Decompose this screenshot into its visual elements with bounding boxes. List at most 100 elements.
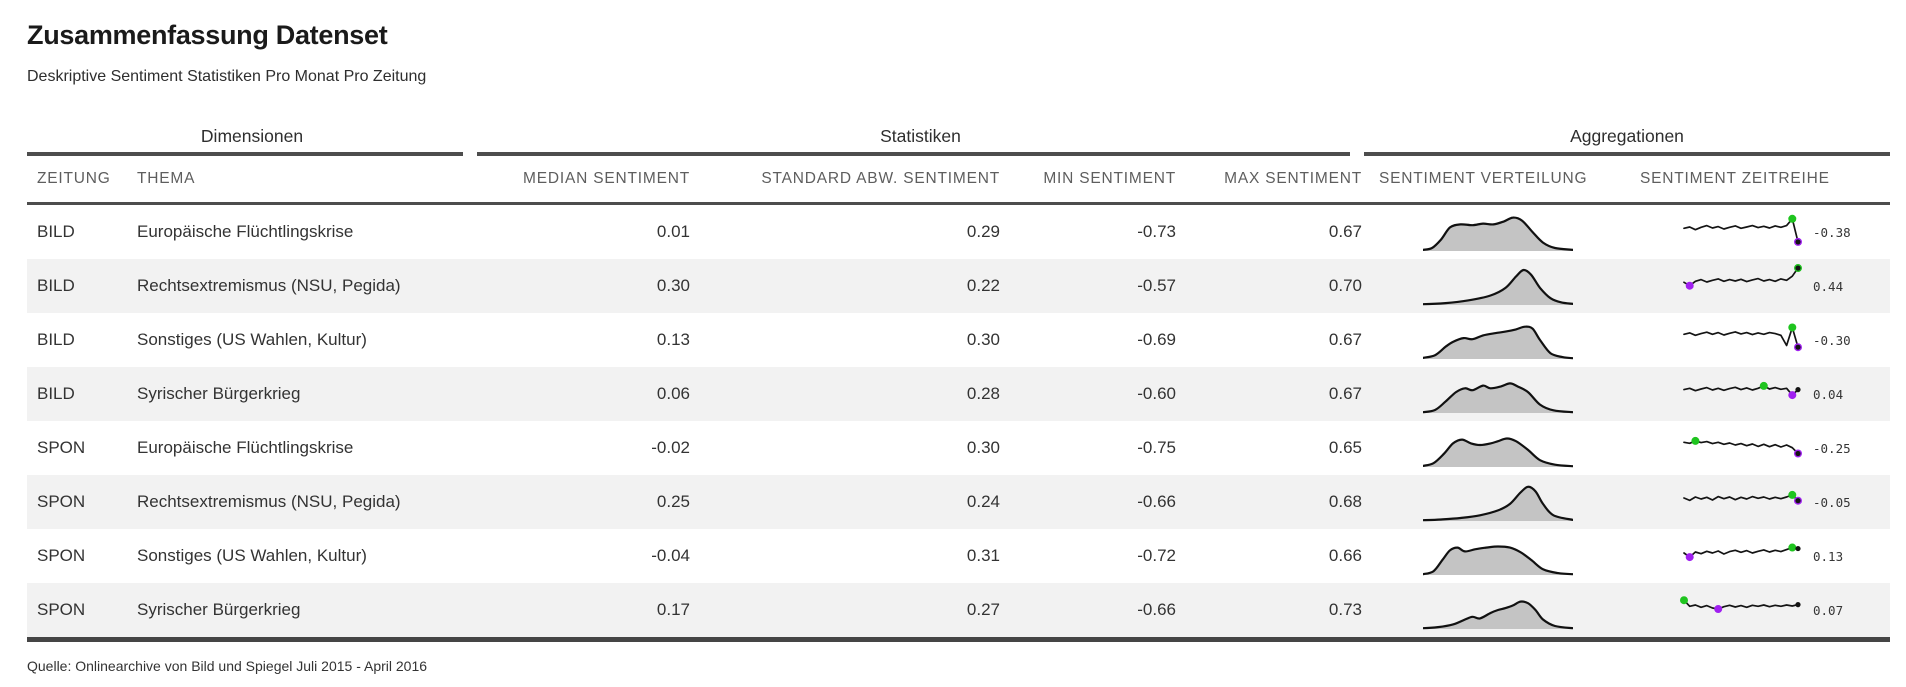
sparkline-last-value-label: 0.44 bbox=[1813, 278, 1844, 294]
cell-zeitung: BILD bbox=[37, 222, 75, 241]
cell-min-sentiment: -0.75 bbox=[1137, 438, 1176, 457]
spanner-aggregationen-label: Aggregationen bbox=[1570, 125, 1684, 146]
cell-max-sentiment: 0.66 bbox=[1328, 546, 1362, 565]
source-note: Quelle: Onlinearchive von Bild und Spieg… bbox=[27, 658, 428, 674]
sparkline-plot: -0.05 bbox=[1632, 478, 1890, 527]
table-body: BILD Europäische Flüchtlingskrise 0.01 0… bbox=[27, 205, 1890, 642]
sparkline-last-value-label: 0.13 bbox=[1813, 548, 1844, 564]
cell-standard-abw-sentiment: 0.28 bbox=[966, 384, 1000, 403]
cell-median-sentiment: -0.04 bbox=[651, 546, 690, 565]
sparkline-last-value-label: -0.30 bbox=[1813, 332, 1851, 348]
spanner-statistiken: Statistiken bbox=[477, 116, 1364, 156]
cell-max-sentiment: 0.67 bbox=[1328, 330, 1362, 349]
cell-min-sentiment: -0.66 bbox=[1137, 492, 1176, 511]
sparkline-last-value-label: -0.25 bbox=[1813, 440, 1851, 456]
sparkline-plot: 0.13 bbox=[1632, 532, 1890, 581]
cell-max-sentiment: 0.68 bbox=[1328, 492, 1362, 511]
cell-thema: Rechtsextremismus (NSU, Pegida) bbox=[137, 276, 401, 295]
density-plot bbox=[1364, 264, 1632, 308]
cell-min-sentiment: -0.73 bbox=[1137, 222, 1176, 241]
column-header-row: ZEITUNG THEMA MEDIAN SENTIMENT STANDARD … bbox=[27, 156, 1890, 205]
cell-median-sentiment: 0.06 bbox=[656, 384, 690, 403]
sparkline-plot: 0.04 bbox=[1632, 370, 1890, 419]
table-row: BILD Rechtsextremismus (NSU, Pegida) 0.3… bbox=[27, 259, 1890, 313]
sparkline-plot: -0.38 bbox=[1632, 208, 1890, 257]
cell-median-sentiment: 0.01 bbox=[656, 222, 690, 241]
table-row: SPON Rechtsextremismus (NSU, Pegida) 0.2… bbox=[27, 475, 1890, 529]
cell-thema: Europäische Flüchtlingskrise bbox=[137, 438, 354, 457]
spanner-dimensionen: Dimensionen bbox=[27, 116, 477, 156]
cell-thema: Syrischer Bürgerkrieg bbox=[137, 384, 301, 403]
cell-thema: Rechtsextremismus (NSU, Pegida) bbox=[137, 492, 401, 511]
cell-zeitung: SPON bbox=[37, 492, 86, 511]
cell-min-sentiment: -0.66 bbox=[1137, 600, 1176, 619]
sparkline-svg bbox=[1680, 316, 1810, 365]
cell-min-sentiment: -0.72 bbox=[1137, 546, 1176, 565]
column-header-max-sentiment: MAX SENTIMENT bbox=[1224, 170, 1362, 187]
column-header-sentiment-verteilung: SENTIMENT VERTEILUNG bbox=[1379, 170, 1588, 187]
cell-zeitung: BILD bbox=[37, 384, 75, 403]
cell-thema: Sonstiges (US Wahlen, Kultur) bbox=[137, 546, 367, 565]
column-spanner-row: Dimensionen Statistiken Aggregationen bbox=[27, 116, 1890, 156]
spanner-aggregationen: Aggregationen bbox=[1364, 116, 1890, 156]
sparkline-svg bbox=[1680, 532, 1810, 581]
sparkline-plot: -0.30 bbox=[1632, 316, 1890, 365]
cell-zeitung: SPON bbox=[37, 600, 86, 619]
cell-standard-abw-sentiment: 0.22 bbox=[966, 276, 1000, 295]
density-plot bbox=[1364, 372, 1632, 416]
spanner-underline bbox=[27, 152, 463, 156]
sparkline-last-value-label: -0.38 bbox=[1813, 224, 1851, 240]
cell-median-sentiment: 0.30 bbox=[656, 276, 690, 295]
sparkline-svg bbox=[1680, 262, 1810, 311]
table-row: SPON Europäische Flüchtlingskrise -0.02 … bbox=[27, 421, 1890, 475]
spanner-dimensionen-label: Dimensionen bbox=[200, 125, 304, 146]
density-plot bbox=[1364, 426, 1632, 470]
cell-zeitung: SPON bbox=[37, 438, 86, 457]
cell-min-sentiment: -0.69 bbox=[1137, 330, 1176, 349]
page-title: Zusammenfassung Datenset bbox=[27, 20, 388, 50]
sparkline-svg bbox=[1680, 370, 1810, 419]
sparkline-last-value-label: -0.05 bbox=[1813, 494, 1851, 510]
sparkline-svg bbox=[1680, 586, 1810, 635]
cell-median-sentiment: -0.02 bbox=[651, 438, 690, 457]
table-row: BILD Syrischer Bürgerkrieg 0.06 0.28 -0.… bbox=[27, 367, 1890, 421]
cell-max-sentiment: 0.67 bbox=[1328, 222, 1362, 241]
cell-max-sentiment: 0.70 bbox=[1328, 276, 1362, 295]
cell-zeitung: SPON bbox=[37, 546, 86, 565]
table-row: SPON Syrischer Bürgerkrieg 0.17 0.27 -0.… bbox=[27, 583, 1890, 637]
sparkline-svg bbox=[1680, 424, 1810, 473]
cell-min-sentiment: -0.60 bbox=[1137, 384, 1176, 403]
column-header-standard-abw-sentiment: STANDARD ABW. SENTIMENT bbox=[761, 170, 1000, 187]
column-header-min-sentiment: MIN SENTIMENT bbox=[1043, 170, 1176, 187]
cell-standard-abw-sentiment: 0.27 bbox=[966, 600, 1000, 619]
density-plot bbox=[1364, 318, 1632, 362]
density-plot bbox=[1364, 480, 1632, 524]
cell-zeitung: BILD bbox=[37, 330, 75, 349]
sparkline-plot: 0.07 bbox=[1632, 586, 1890, 635]
density-plot bbox=[1364, 588, 1632, 632]
cell-standard-abw-sentiment: 0.29 bbox=[966, 222, 1000, 241]
cell-median-sentiment: 0.17 bbox=[656, 600, 690, 619]
page-subtitle: Deskriptive Sentiment Statistiken Pro Mo… bbox=[27, 68, 427, 85]
table-row: BILD Sonstiges (US Wahlen, Kultur) 0.13 … bbox=[27, 313, 1890, 367]
cell-standard-abw-sentiment: 0.30 bbox=[966, 438, 1000, 457]
sparkline-svg bbox=[1680, 208, 1810, 257]
sparkline-svg bbox=[1680, 478, 1810, 527]
cell-standard-abw-sentiment: 0.24 bbox=[966, 492, 1000, 511]
cell-median-sentiment: 0.25 bbox=[656, 492, 690, 511]
table-row: BILD Europäische Flüchtlingskrise 0.01 0… bbox=[27, 205, 1890, 259]
column-header-thema: THEMA bbox=[137, 170, 196, 187]
table-row: SPON Sonstiges (US Wahlen, Kultur) -0.04… bbox=[27, 529, 1890, 583]
cell-max-sentiment: 0.67 bbox=[1328, 384, 1362, 403]
spanner-underline bbox=[477, 152, 1350, 156]
cell-zeitung: BILD bbox=[37, 276, 75, 295]
spanner-underline bbox=[1364, 152, 1890, 156]
cell-max-sentiment: 0.73 bbox=[1328, 600, 1362, 619]
cell-thema: Sonstiges (US Wahlen, Kultur) bbox=[137, 330, 367, 349]
density-plot bbox=[1364, 210, 1632, 254]
column-header-median-sentiment: MEDIAN SENTIMENT bbox=[523, 170, 690, 187]
density-plot bbox=[1364, 534, 1632, 578]
column-header-zeitung: ZEITUNG bbox=[37, 170, 111, 187]
spanner-statistiken-label: Statistiken bbox=[880, 125, 961, 146]
